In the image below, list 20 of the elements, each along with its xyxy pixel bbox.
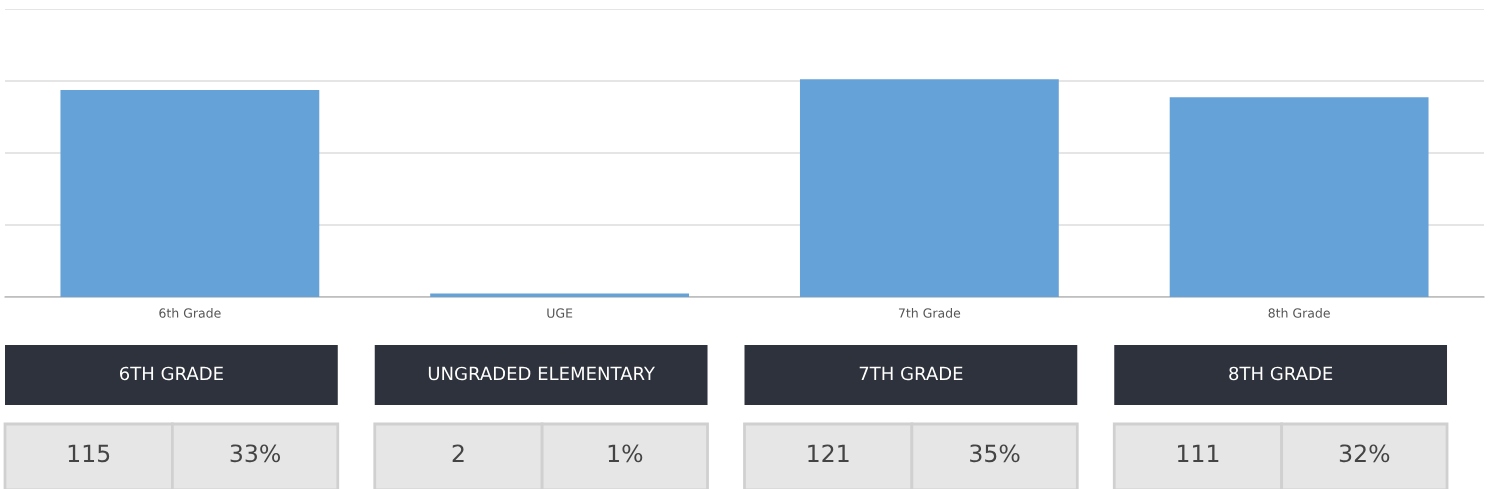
text: 1%	[608, 444, 643, 463]
text: 35%	[970, 444, 1020, 463]
bar	[799, 79, 1059, 297]
text: UNGRADED ELEMENTARY	[428, 366, 655, 381]
data-label: 121	[808, 444, 849, 462]
text: 7TH GRADE	[859, 366, 963, 381]
text: 8TH GRADE	[1229, 366, 1333, 381]
data-label: 2	[452, 444, 464, 462]
bar	[60, 90, 320, 297]
x-tick-label: 6th Grade	[159, 308, 221, 318]
bar	[430, 293, 690, 297]
text: 33%	[230, 444, 281, 463]
data-label: 115	[68, 444, 110, 463]
text: 32%	[1339, 444, 1390, 463]
x-tick-label: UGE	[547, 308, 573, 318]
data-label: 111	[1178, 444, 1219, 462]
x-tick-label: 7th Grade	[898, 308, 961, 318]
x-tick-label: 8th Grade	[1268, 308, 1330, 318]
text: 6TH GRADE	[119, 366, 223, 381]
bar	[1169, 97, 1429, 297]
